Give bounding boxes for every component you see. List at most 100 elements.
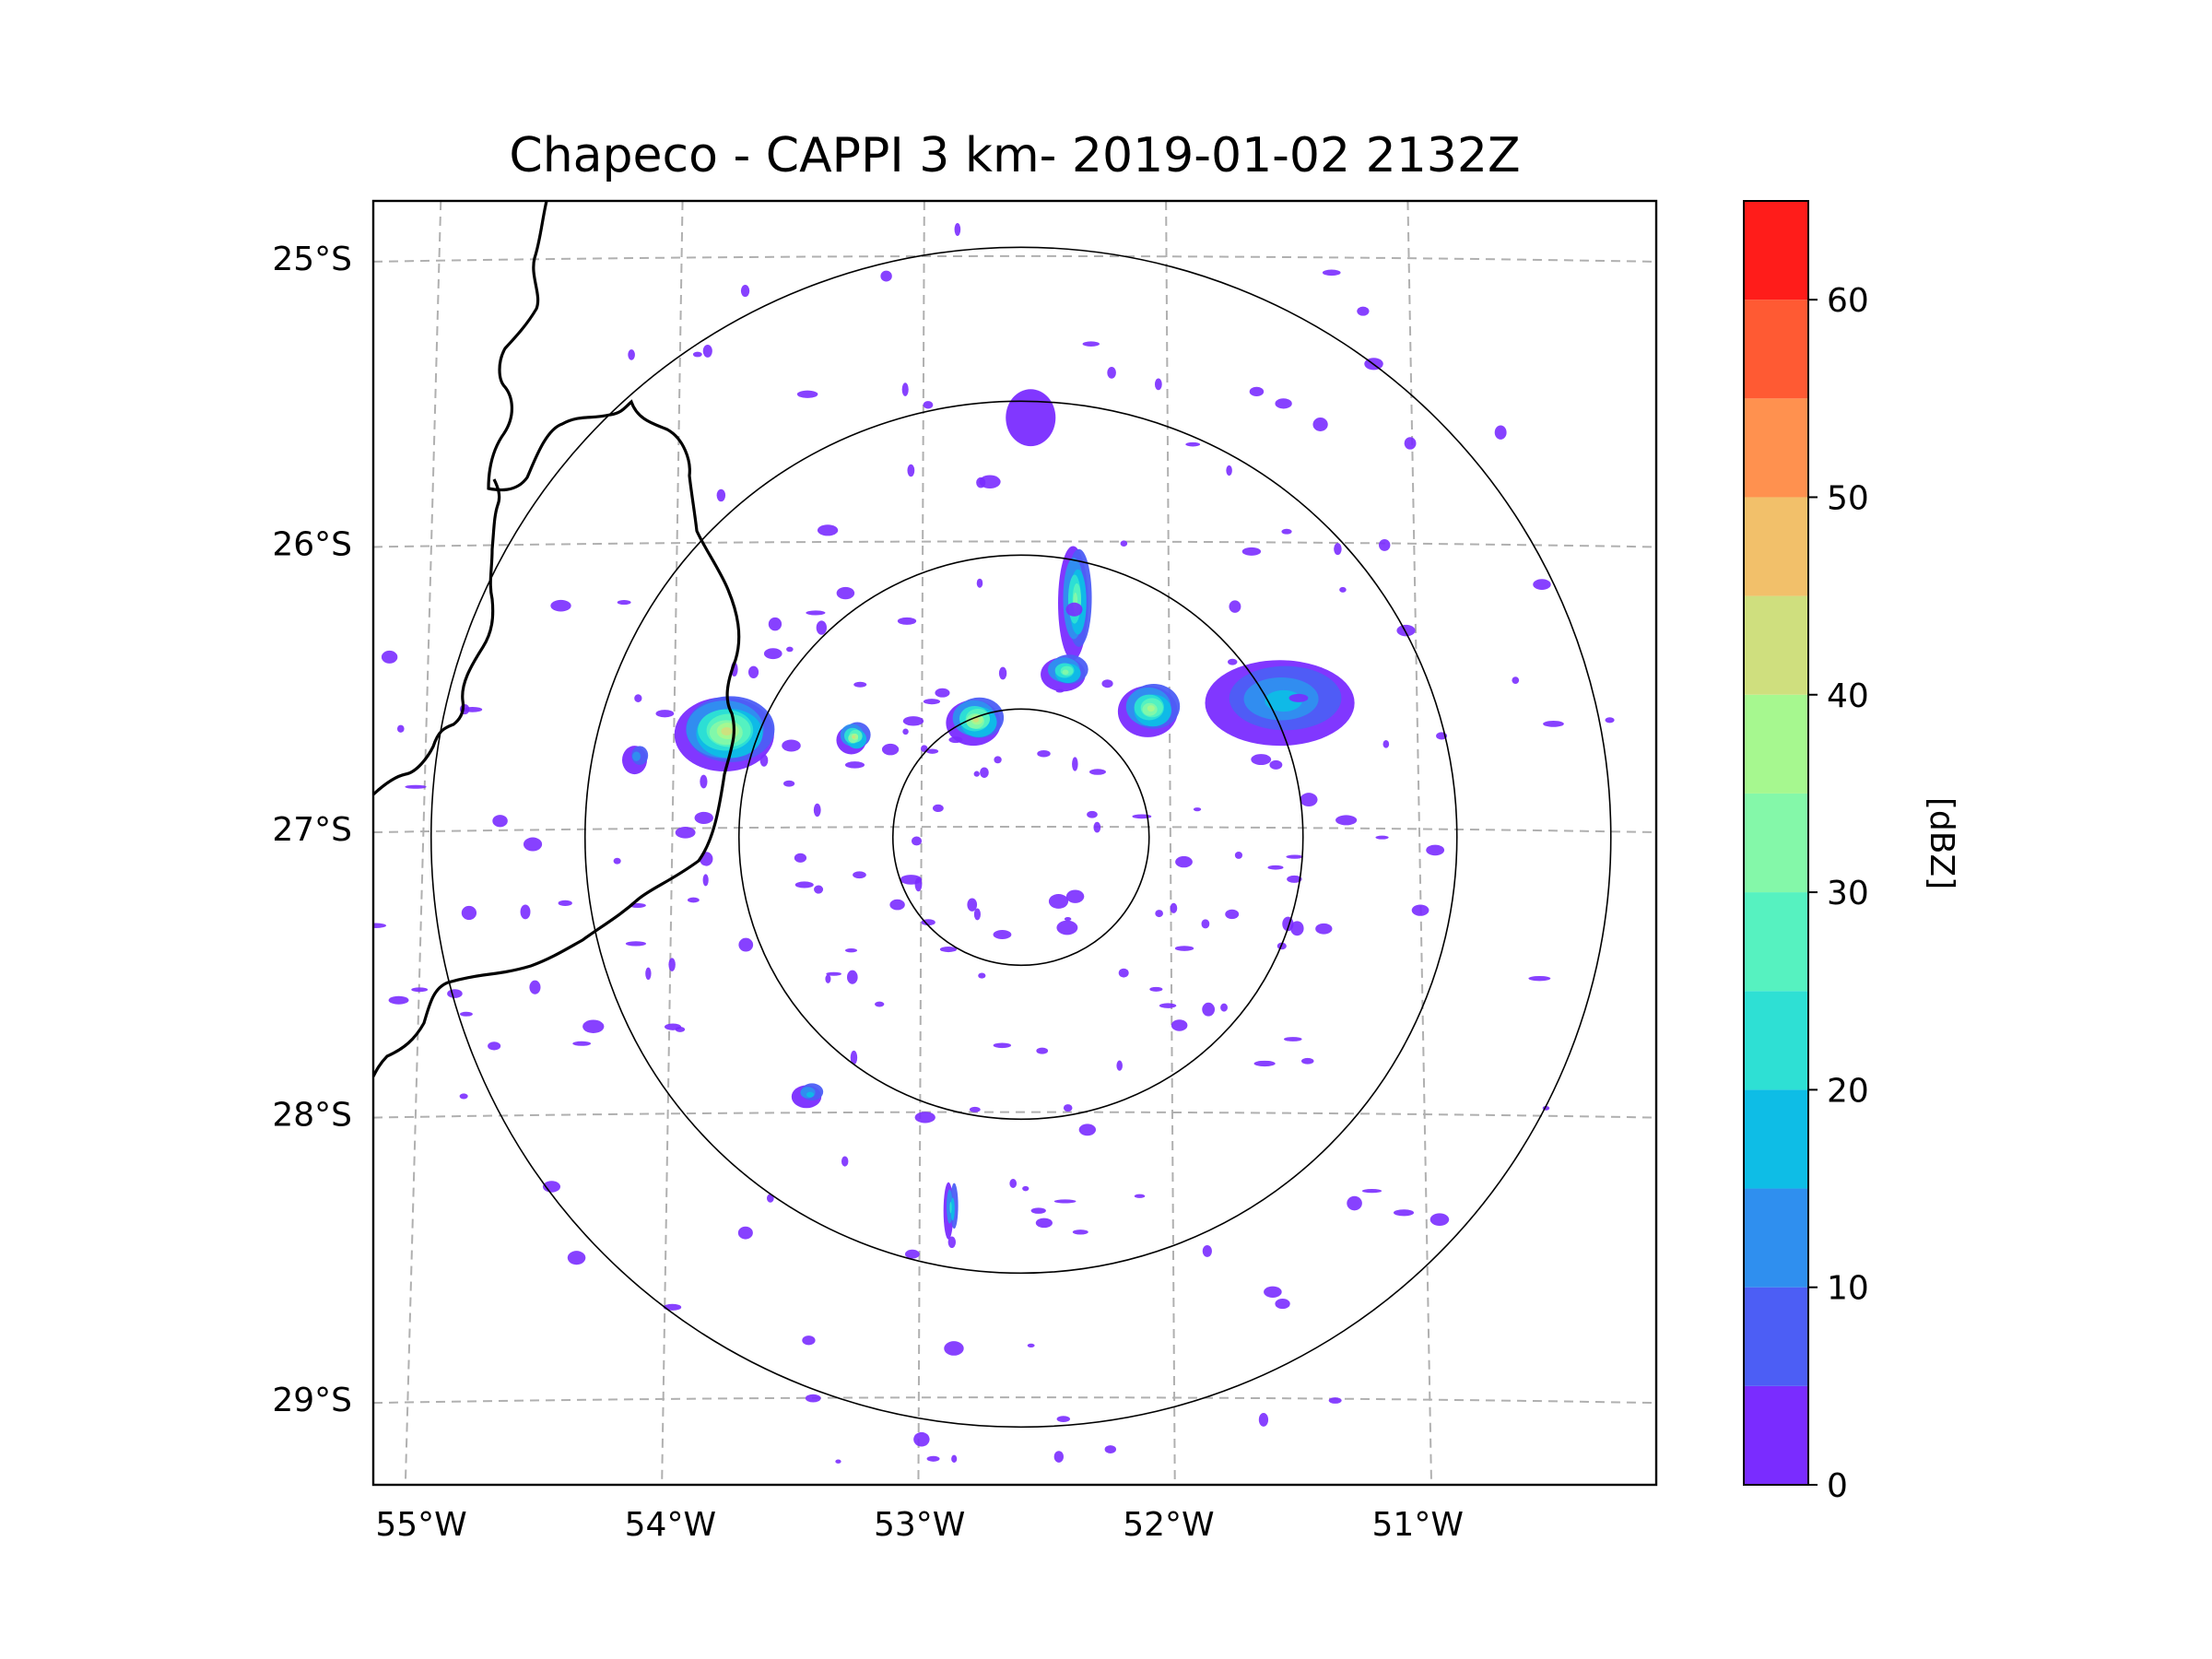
weak-echo bbox=[1664, 743, 1674, 747]
weak-echo bbox=[625, 941, 647, 947]
weak-echo bbox=[967, 898, 978, 912]
weak-echo bbox=[1120, 540, 1128, 547]
echo-level-16 bbox=[806, 1091, 815, 1098]
weak-echo bbox=[1063, 1104, 1073, 1112]
weak-echo bbox=[396, 724, 405, 733]
weak-echo bbox=[836, 586, 855, 600]
colorbar: 0 10 20 30 40 50 60 [dBZ] bbox=[1743, 200, 1960, 1505]
weak-echo bbox=[904, 1249, 920, 1259]
echo-level-21 bbox=[949, 1201, 952, 1214]
weak-echo bbox=[1185, 441, 1201, 447]
weak-echo bbox=[702, 344, 712, 358]
weak-echo bbox=[1009, 1179, 1018, 1188]
weak-echo bbox=[1312, 417, 1328, 431]
lon-tick-label-55: 55°W bbox=[375, 1506, 466, 1544]
weak-echo bbox=[923, 401, 934, 409]
weak-echo bbox=[767, 1194, 774, 1203]
weak-echo bbox=[939, 946, 958, 953]
weak-echo bbox=[1093, 821, 1101, 833]
echo-cell-east bbox=[1117, 684, 1181, 737]
echo-level-41 bbox=[852, 735, 856, 739]
weak-echo bbox=[1134, 1194, 1146, 1198]
weak-echo bbox=[1269, 759, 1283, 770]
weak-echo bbox=[692, 351, 702, 358]
weak-echo bbox=[969, 1106, 981, 1112]
weak-echo bbox=[813, 803, 821, 818]
weak-echo bbox=[1226, 465, 1232, 477]
echo-band-north bbox=[1006, 389, 1056, 447]
weak-echo bbox=[1315, 923, 1333, 935]
weak-echo bbox=[1411, 904, 1430, 916]
weak-echo bbox=[1251, 754, 1272, 766]
weak-echo bbox=[1375, 835, 1389, 840]
weak-echo bbox=[567, 1251, 586, 1265]
border-paraguay-brazil bbox=[373, 201, 741, 1077]
weak-echo bbox=[381, 650, 398, 664]
weak-echo bbox=[1065, 889, 1085, 903]
colorbar-label: [dBZ] bbox=[1923, 797, 1960, 889]
weak-echo bbox=[973, 771, 980, 777]
weak-echo bbox=[1249, 386, 1265, 397]
weak-echo bbox=[1227, 658, 1238, 665]
weak-echo bbox=[954, 222, 961, 236]
colorbar-bin-40-45 bbox=[1744, 595, 1808, 695]
weak-echo bbox=[700, 774, 708, 789]
weak-echo bbox=[850, 1050, 858, 1065]
weak-echo bbox=[459, 1011, 473, 1017]
weak-echo bbox=[1101, 679, 1113, 688]
gridline-lon-54 bbox=[661, 201, 684, 1485]
gridline-lat-25 bbox=[373, 254, 1656, 263]
weak-echo bbox=[634, 694, 642, 702]
weak-echo bbox=[794, 881, 814, 888]
weak-echo bbox=[951, 1454, 958, 1464]
weak-echo bbox=[1382, 740, 1390, 748]
weak-echo bbox=[1288, 693, 1309, 702]
range-rings bbox=[429, 246, 1612, 1429]
weak-echo bbox=[1036, 1047, 1049, 1054]
weak-echo bbox=[1258, 1412, 1269, 1427]
weak-echo bbox=[1347, 1195, 1362, 1211]
gridline-lon-52 bbox=[1165, 201, 1176, 1485]
weak-echo bbox=[655, 710, 675, 718]
weak-echo bbox=[1118, 968, 1129, 978]
weak-echo bbox=[1275, 398, 1292, 409]
colorbar-frame bbox=[1743, 200, 1809, 1486]
weak-echo bbox=[796, 390, 818, 398]
weak-echo bbox=[628, 349, 635, 360]
weak-echo bbox=[687, 897, 700, 903]
latitude-tick-labels: 25°S 26°S 27°S 28°S 29°S bbox=[272, 241, 352, 1419]
weak-echo bbox=[1078, 1124, 1097, 1136]
weak-echo bbox=[1027, 1343, 1035, 1347]
weak-echo bbox=[1286, 854, 1303, 859]
echo-level-41 bbox=[721, 726, 733, 735]
weak-echo bbox=[853, 681, 867, 688]
weak-echo bbox=[994, 756, 1002, 764]
weak-echo bbox=[1037, 749, 1051, 758]
colorbar-tick-label-20: 20 bbox=[1827, 1072, 1869, 1110]
weak-echo bbox=[926, 1455, 940, 1462]
colorbar-bin-35-40 bbox=[1744, 694, 1808, 794]
weak-echo bbox=[912, 836, 923, 846]
echo-level-1 bbox=[1006, 389, 1056, 447]
weak-echo bbox=[1543, 721, 1564, 727]
colorbar-tick-label-40: 40 bbox=[1827, 677, 1869, 715]
colorbar-tick-label-0: 0 bbox=[1827, 1467, 1848, 1505]
weak-echo bbox=[1283, 1037, 1302, 1041]
weak-echo bbox=[1193, 807, 1202, 812]
weak-echo bbox=[1055, 688, 1065, 693]
weak-echo bbox=[817, 524, 839, 536]
weak-echo bbox=[1082, 341, 1100, 347]
lat-tick-label-25: 25°S bbox=[272, 241, 352, 278]
weak-echo bbox=[1426, 844, 1445, 856]
weak-echo bbox=[1281, 528, 1292, 535]
map-frame bbox=[371, 199, 1658, 1487]
weak-echo bbox=[1154, 378, 1162, 391]
weak-echo bbox=[675, 826, 696, 839]
weak-echo bbox=[1088, 769, 1106, 775]
weak-echo bbox=[558, 900, 572, 907]
weak-echo bbox=[814, 885, 824, 894]
range-ring-4 bbox=[429, 246, 1612, 1429]
echo-level-16 bbox=[950, 1197, 955, 1221]
weak-echo bbox=[902, 716, 924, 726]
weak-echo bbox=[1065, 602, 1083, 617]
